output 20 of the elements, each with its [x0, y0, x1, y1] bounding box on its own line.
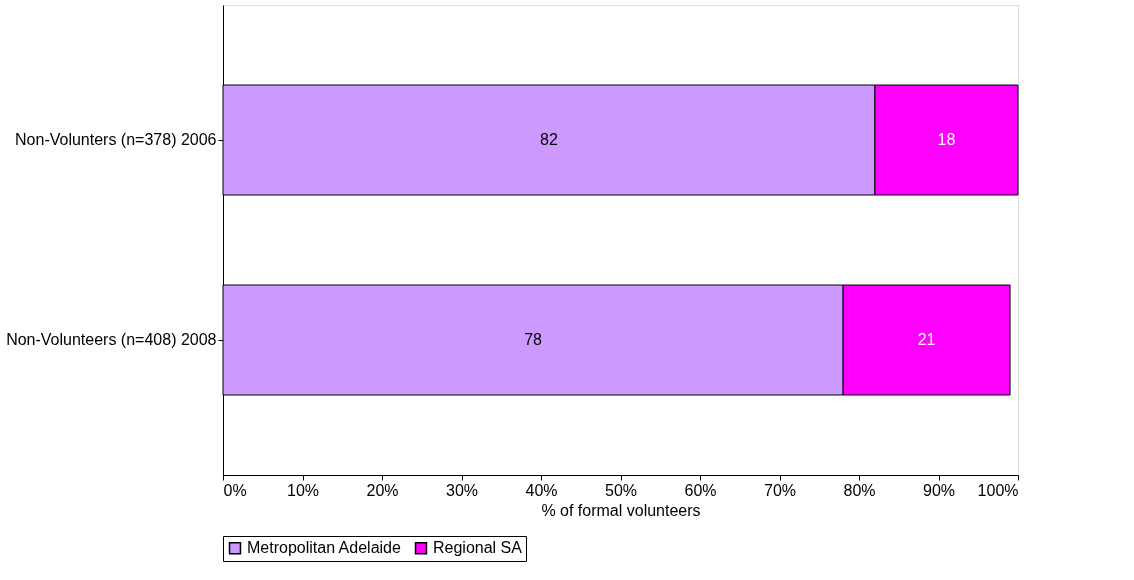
legend-label: Metropolitan Adelaide: [247, 539, 401, 557]
x-tick-label: 20%: [366, 481, 399, 499]
data-label: 18: [937, 131, 956, 148]
x-tick-label: 80%: [843, 481, 876, 499]
y-tick-label: Non-Volunters (n=378) 2006: [15, 131, 217, 148]
x-tick-label: 40%: [525, 481, 558, 499]
y-tick-label: Non-Volunteers (n=408) 2008: [6, 331, 217, 348]
x-tick-label: 10%: [286, 481, 320, 499]
data-label: 21: [917, 331, 936, 348]
x-tick-label: 50%: [604, 481, 638, 499]
data-label: 78: [524, 331, 543, 348]
x-tick-label: 0%: [223, 481, 247, 499]
x-tick-label: 70%: [763, 481, 797, 499]
legend-label: Regional SA: [433, 539, 523, 557]
x-tick-label: 60%: [684, 481, 717, 499]
x-tick-label: 30%: [445, 481, 479, 499]
x-tick-label: 90%: [922, 481, 956, 499]
x-axis-title: % of formal volunteers: [541, 501, 701, 519]
data-label: 82: [540, 131, 558, 148]
x-tick-label: 100%: [977, 481, 1019, 499]
